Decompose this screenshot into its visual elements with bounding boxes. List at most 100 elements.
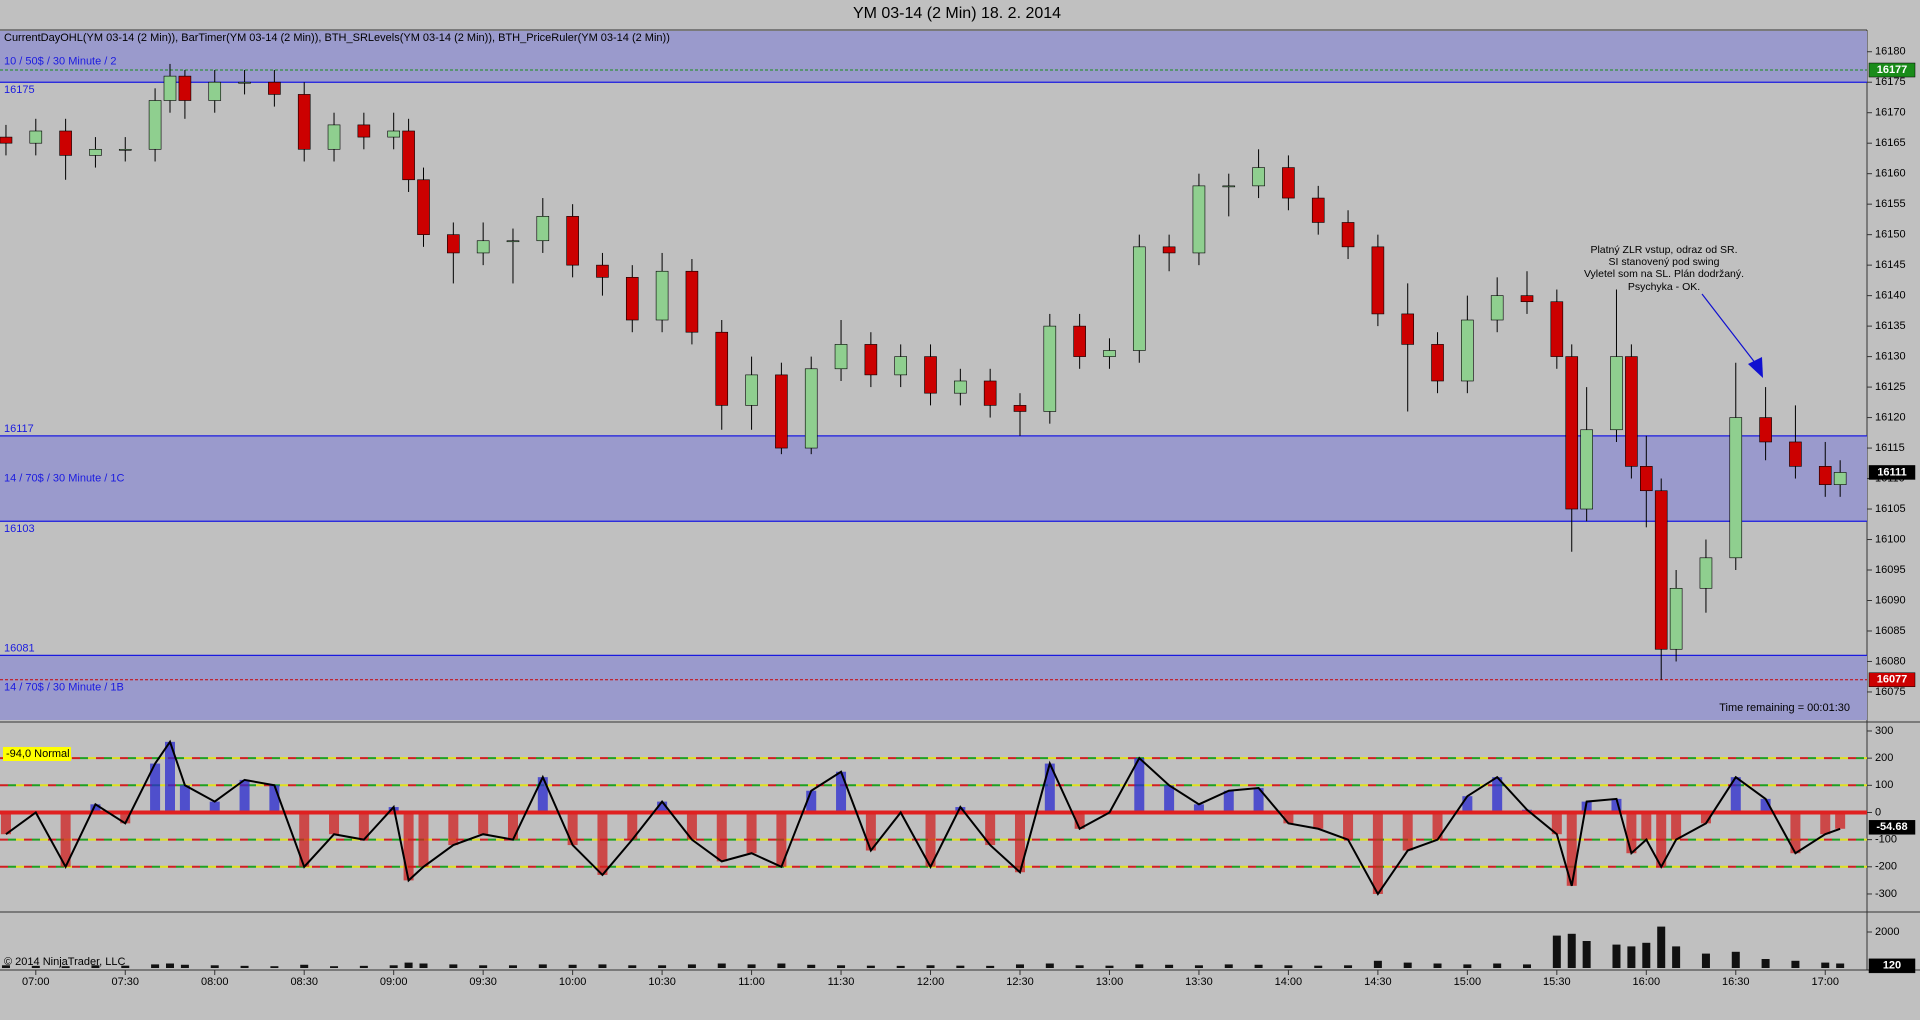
candle-body: [1640, 466, 1653, 492]
candle-body: [655, 270, 669, 321]
zone-price: 16117: [4, 423, 34, 435]
candle-body: [417, 179, 430, 235]
osc-bar: [448, 812, 459, 846]
candle-body: [447, 234, 460, 254]
price-marker-label: 16077: [1877, 674, 1908, 686]
osc-bar: [1014, 812, 1025, 873]
candle-body: [834, 344, 848, 370]
candle-body: [1789, 441, 1802, 467]
x-tick-label: 17:00: [1811, 976, 1839, 988]
osc-bar: [985, 812, 996, 846]
y-tick-label: 16105: [1875, 503, 1906, 515]
y-tick-label: 16135: [1875, 320, 1906, 332]
indicator-list: CurrentDayOHL(YM 03-14 (2 Min)), BarTime…: [4, 32, 670, 44]
candle-body: [0, 136, 13, 144]
y-tick-label: 16140: [1875, 290, 1906, 302]
volume-bar: [866, 965, 875, 968]
osc-bar: [1641, 812, 1652, 840]
osc-bar: [418, 812, 429, 867]
candle-body: [1565, 356, 1579, 510]
osc-bar: [1566, 812, 1577, 886]
osc-bar: [1730, 777, 1741, 813]
candle-body: [596, 264, 609, 278]
volume-bar: [1284, 965, 1293, 968]
volume-bar: [956, 965, 965, 968]
osc-bar: [836, 771, 847, 813]
candle-body: [402, 130, 415, 181]
price-marker: [1868, 672, 1916, 688]
volume-bar: [300, 964, 309, 968]
volume-bar: [747, 964, 756, 968]
volume-bar: [1761, 959, 1770, 968]
price-marker: [1868, 62, 1916, 78]
osc-bar: [865, 812, 876, 851]
osc-bar: [955, 807, 966, 813]
candle-body: [924, 356, 937, 394]
y-tick-label: 16080: [1875, 655, 1906, 667]
volume-bar: [1105, 965, 1114, 968]
volume-bar: [449, 964, 458, 968]
volume-bar: [404, 962, 413, 968]
volume-bar: [330, 966, 339, 968]
volume-bar: [1731, 951, 1740, 968]
volume-bar: [1493, 963, 1502, 968]
volume-bar: [389, 965, 398, 968]
candle-body: [954, 380, 967, 394]
osc-bar: [269, 785, 280, 813]
osc-bar: [1044, 763, 1055, 813]
volume-bar: [31, 965, 40, 968]
x-tick-label: 15:30: [1543, 976, 1571, 988]
x-tick-label: 10:00: [559, 976, 587, 988]
osc-bar: [1700, 812, 1711, 824]
volume-bar: [1836, 963, 1845, 968]
volume-bar: [837, 965, 846, 968]
volume-bar: [628, 965, 637, 968]
y-tick-label: 16100: [1875, 533, 1906, 545]
y-tick-label: 16085: [1875, 625, 1906, 637]
volume-bar: [1224, 964, 1233, 968]
osc-bar: [1671, 812, 1682, 840]
candle-body: [1311, 197, 1325, 223]
candle-body: [625, 277, 639, 321]
x-tick-label: 13:00: [1096, 976, 1124, 988]
osc-bar: [1074, 812, 1085, 829]
volume-bar: [777, 963, 786, 968]
candle-body: [89, 148, 102, 156]
osc-bar: [657, 801, 668, 813]
price-marker: [1868, 465, 1916, 480]
volume-bar: [687, 964, 696, 968]
volume-bar: [91, 965, 100, 968]
osc-bar: [1492, 777, 1503, 813]
candle-body: [476, 240, 490, 254]
zone-price: 16081: [4, 642, 35, 654]
annotation-line: SI stanovený pod swing: [1609, 256, 1720, 268]
volume-bar: [1194, 965, 1203, 968]
candle-body: [1669, 587, 1683, 650]
candle-body: [1610, 356, 1623, 431]
candle-body: [208, 81, 222, 101]
y-tick-label: 16130: [1875, 351, 1906, 363]
y-tick-label: 16090: [1875, 594, 1906, 606]
candle-body: [1282, 167, 1295, 199]
osc-bar: [1402, 812, 1413, 851]
candle-body: [1192, 185, 1206, 254]
x-tick-label: 16:00: [1633, 976, 1661, 988]
candle-body: [983, 380, 997, 406]
osc-bar: [0, 812, 11, 835]
x-tick-label: 09:00: [380, 976, 408, 988]
volume-bar: [896, 965, 905, 968]
osc-bar: [1343, 812, 1354, 840]
osc-bar: [776, 812, 787, 867]
zone-price: 16103: [4, 523, 35, 535]
x-tick-label: 10:30: [648, 976, 676, 988]
zone-price: 16175: [4, 84, 35, 96]
volume-bar: [807, 964, 816, 968]
sr-zone: [0, 655, 1867, 720]
volume-bar: [717, 963, 726, 968]
sr-zone: [0, 435, 1867, 522]
osc-bar: [1551, 812, 1562, 835]
volume-bar: [1, 965, 10, 968]
x-tick-label: 11:00: [738, 976, 765, 988]
annotation-line: Vyletel som na SL. Plán dodržaný.: [1584, 268, 1744, 280]
volume-bar: [1552, 935, 1561, 968]
